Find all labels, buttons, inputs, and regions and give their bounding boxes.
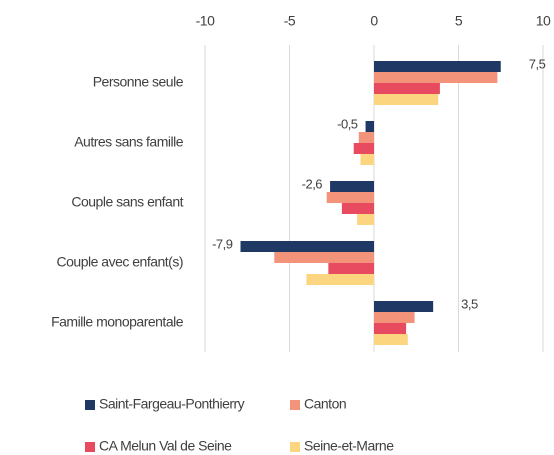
data-label: 3,5 [461, 296, 478, 311]
bar [374, 323, 407, 334]
x-tick-label: 0 [370, 13, 378, 29]
category-label: Famille monoparentale [51, 314, 184, 330]
bar [374, 312, 415, 323]
bar [330, 181, 374, 192]
category-label: Couple avec enfant(s) [57, 254, 183, 270]
legend-label: CA Melun Val de Seine [99, 438, 232, 454]
bar [326, 192, 374, 203]
bar [374, 83, 440, 94]
x-tick-label: -10 [196, 13, 215, 29]
bar [353, 143, 374, 154]
bar [358, 132, 374, 143]
legend-swatch [290, 442, 300, 452]
data-label: -7,9 [212, 236, 233, 251]
bar [374, 334, 408, 345]
bar [374, 72, 498, 83]
bar [357, 214, 374, 225]
legend-swatch [85, 400, 95, 410]
legend-swatch [290, 400, 300, 410]
bar [240, 241, 374, 252]
category-label: Autres sans famille [74, 134, 183, 150]
legend-label: Saint-Fargeau-Ponthierry [99, 396, 245, 412]
legend-swatch [85, 442, 95, 452]
bar [374, 61, 501, 72]
data-label: -2,6 [302, 176, 323, 191]
bar [365, 121, 374, 132]
bar [360, 154, 374, 165]
bar [341, 203, 374, 214]
bar [306, 274, 374, 285]
x-tick-label: 10 [536, 13, 551, 29]
legend-label: Canton [304, 396, 346, 412]
x-tick-label: -5 [284, 13, 296, 29]
data-label: 7,5 [529, 56, 546, 71]
bar [374, 94, 439, 105]
x-tick-label: 5 [455, 13, 463, 29]
category-label: Couple sans enfant [71, 194, 183, 210]
bar [374, 301, 434, 312]
category-label: Personne seule [93, 74, 184, 90]
bar [274, 252, 374, 263]
legend-label: Seine-et-Marne [304, 438, 394, 454]
bar [328, 263, 374, 274]
data-label: -0,5 [337, 116, 358, 131]
